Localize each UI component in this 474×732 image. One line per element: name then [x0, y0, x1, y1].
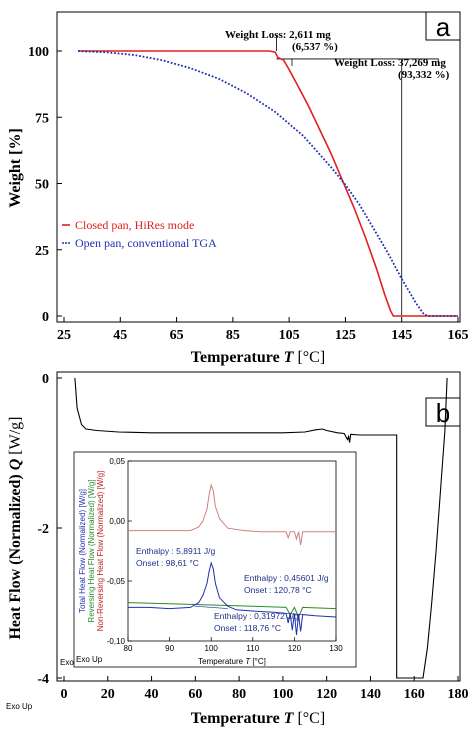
x-tick-label-a: 145	[391, 328, 412, 343]
y-tick-label-b: -2	[37, 522, 49, 537]
inset-frame	[127, 460, 337, 642]
x-tick-label-a: 105	[279, 328, 300, 343]
inset-exo-up-label: Exo Up	[76, 655, 103, 664]
inset-annotation: Enthalpy : 5,8911 J/g	[136, 546, 216, 556]
series-line-open-pan	[78, 50, 458, 317]
y-axis-label-b: Heat Flow (Normalized) Q [W/g]	[7, 416, 24, 639]
inset-series-line	[127, 602, 337, 619]
inset-y-tick-label: 0,00	[109, 517, 125, 526]
x-tick-label-a: 125	[335, 328, 356, 343]
annotation-sub: (93,332 %)	[398, 69, 450, 81]
x-tick-label-b: 80	[232, 687, 246, 702]
inset-background	[73, 451, 357, 668]
inset-y-tick-label: -0,05	[107, 577, 126, 586]
panel-b-frame	[56, 371, 461, 682]
exo-up-label: Exo Up	[60, 658, 87, 667]
inset-x-tick-label: 130	[329, 644, 343, 653]
y-tick-label-b: 0	[42, 372, 49, 387]
inset-x-axis-label: Temperature T [°C]	[198, 657, 266, 666]
panel-a-label: a	[436, 12, 451, 42]
x-axis-label-b: Temperature T [°C]	[191, 710, 325, 727]
y-tick-label-a: 75	[35, 111, 49, 126]
inset-annotation: Onset : 120,78 °C	[244, 585, 312, 595]
inset-series-line	[128, 561, 337, 636]
inset-annotation: Enthalpy : 0,45601 J/g	[244, 573, 329, 583]
inset-y-axis-label: Total Heat Flow (Normalized) [W/g]	[78, 489, 87, 613]
inset-annotation: Onset : 98,61 °C	[136, 558, 199, 568]
x-tick-label-a: 45	[113, 328, 127, 343]
x-tick-label-b: 120	[316, 687, 337, 702]
legend-label: Open pan, conventional TGA	[75, 236, 217, 250]
inset-y-axis-label: Reversing Heat Flow (Normalized) [W/g]	[87, 479, 96, 622]
x-tick-label-b: 100	[272, 687, 293, 702]
annotation-text: Weight Loss: 2,611 mg	[225, 29, 331, 41]
x-tick-label-b: 40	[145, 687, 159, 702]
inset-annotation: Enthalpy : 0,31972 J/g	[214, 611, 299, 621]
x-tick-label-a: 65	[170, 328, 184, 343]
x-tick-label-b: 160	[404, 687, 425, 702]
y-tick-label-a: 50	[35, 178, 49, 193]
y-tick-label-a: 25	[35, 244, 49, 259]
inset-annotation: Onset : 118,76 °C	[214, 623, 281, 633]
annotation-sub: (6,537 %)	[292, 41, 338, 53]
inset-x-tick-label: 80	[124, 644, 133, 653]
inset-x-tick-label: 120	[288, 644, 302, 653]
y-tick-label-a: 0	[42, 310, 49, 325]
inset-x-tick-label: 110	[246, 644, 259, 653]
x-tick-label-b: 180	[448, 687, 469, 702]
series-line-closed-pan	[78, 50, 458, 317]
inset-y-axis-label: Non-Reversing Heat Flow (Normalized) [W/…	[96, 471, 105, 632]
inset-y-tick-label: -0,10	[107, 637, 126, 646]
legend-label: Closed pan, HiRes mode	[75, 218, 194, 232]
inset-baseline	[286, 613, 303, 615]
footer-exo-up: Exo Up	[6, 702, 33, 711]
panel-a: a 0 25 50 75 100 25 45 65 85 105 125 145 165 Temperatu…	[7, 11, 469, 366]
panel-b-label-box	[425, 397, 461, 427]
panel-b-label: b	[436, 398, 450, 428]
inset-baseline	[194, 605, 228, 609]
y-axis-label-a: Weight [%]	[7, 128, 24, 208]
inset-y-tick-label: 0,05	[109, 457, 125, 466]
x-tick-label-a: 165	[448, 328, 469, 343]
x-tick-label-a: 25	[57, 328, 71, 343]
annotation-text: Weight Loss: 37,269 mg	[334, 57, 446, 69]
panel-b: b 0 -2 -4 0 20 40 60 80 100 120 140 160 180 Temperatur…	[6, 371, 469, 727]
annotation-bracket-a	[401, 58, 439, 66]
x-axis-label-a: Temperature T [°C]	[191, 349, 325, 366]
x-tick-label-b: 0	[61, 687, 68, 702]
x-tick-label-b: 140	[360, 687, 381, 702]
inset-x-tick-label: 100	[205, 644, 219, 653]
series-line-total-heat-flow	[74, 377, 448, 679]
x-tick-label-b: 20	[101, 687, 115, 702]
x-tick-label-b: 60	[188, 687, 202, 702]
y-tick-label-b: -4	[37, 672, 49, 687]
inset-x-tick-label: 90	[165, 644, 174, 653]
y-tick-label-a: 100	[28, 45, 49, 60]
panel-a-frame	[56, 11, 461, 323]
x-tick-label-a: 85	[226, 328, 240, 343]
inset-series-line	[128, 483, 336, 546]
panel-a-label-box	[425, 11, 461, 41]
